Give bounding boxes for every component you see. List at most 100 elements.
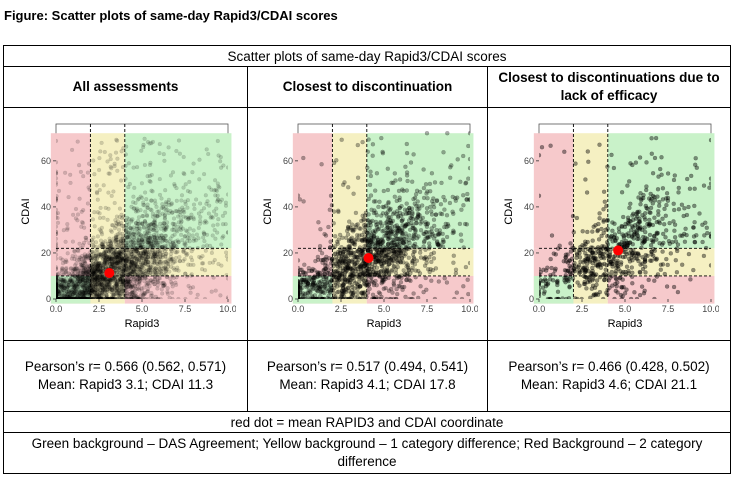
scatter-point: [118, 212, 124, 217]
scatter-point: [90, 296, 95, 299]
scatter-point: [74, 295, 80, 299]
scatter-point: [97, 296, 102, 299]
scatter-point: [55, 295, 58, 299]
scatter-point: [392, 170, 397, 176]
scatter-point: [108, 278, 113, 283]
scatter-point: [457, 221, 462, 226]
scatter-point: [91, 270, 96, 275]
scatter-point: [154, 223, 160, 229]
scatter-point: [197, 214, 202, 219]
scatter-point: [353, 210, 358, 215]
scatter-point: [384, 258, 389, 263]
scatter-point: [155, 254, 160, 259]
scatter-point: [132, 283, 137, 288]
scatter-point: [117, 259, 122, 264]
scatter-point: [116, 288, 121, 293]
scatter-point: [354, 294, 360, 299]
scatter-point: [168, 244, 173, 249]
scatter-point: [315, 219, 321, 225]
scatter-point: [398, 213, 403, 218]
scatter-point: [548, 143, 553, 148]
scatter-point: [568, 240, 573, 246]
scatter-point: [151, 242, 156, 247]
scatter-point: [130, 241, 136, 247]
scatter-point: [169, 256, 174, 261]
scatter-point: [74, 282, 79, 287]
scatter-point: [137, 253, 142, 258]
scatter-point: [66, 294, 71, 299]
scatter-point: [665, 170, 671, 176]
scatter-point: [118, 220, 123, 225]
scatter-point: [153, 256, 158, 261]
scatter-point: [141, 290, 146, 295]
scatter-point: [194, 231, 199, 237]
scatter-point: [55, 296, 58, 299]
scatter-point: [84, 286, 89, 291]
scatter-point: [73, 266, 79, 271]
scatter-point: [168, 254, 173, 259]
scatter-point: [55, 292, 59, 297]
scatter-point: [346, 258, 351, 263]
scatter-point: [341, 276, 347, 281]
scatter-point: [75, 268, 80, 273]
scatter-point: [65, 296, 70, 299]
scatter-point: [420, 289, 426, 294]
scatter-point: [96, 293, 101, 298]
scatter-point: [201, 171, 206, 176]
scatter-point: [80, 220, 85, 225]
scatter-point: [66, 296, 71, 299]
scatter-point: [419, 202, 424, 208]
scatter-point: [108, 238, 113, 244]
scatter-point: [399, 255, 404, 261]
scatter-point: [55, 296, 58, 299]
scatter-point: [56, 296, 61, 299]
scatter-point: [63, 259, 69, 264]
scatter-point: [408, 159, 413, 165]
scatter-point: [460, 153, 465, 158]
scatter-point: [81, 225, 86, 230]
scatter-point: [92, 278, 97, 283]
scatter-point: [344, 264, 350, 269]
scatter-point: [209, 250, 214, 255]
scatter-point: [672, 172, 678, 178]
scatter-point: [81, 285, 86, 290]
scatter-point: [157, 248, 162, 254]
scatter-point: [172, 280, 177, 285]
scatter-point: [162, 212, 167, 218]
scatter-point: [646, 277, 651, 282]
scatter-point: [62, 278, 67, 283]
scatter-point: [183, 181, 188, 186]
scatter-point: [109, 286, 114, 291]
scatter-point: [339, 291, 345, 297]
scatter-point: [369, 153, 375, 158]
scatter-point: [180, 248, 185, 253]
scatter-point: [178, 197, 183, 203]
scatter-point: [347, 250, 352, 256]
scatter-point: [154, 261, 159, 266]
scatter-point: [140, 250, 145, 255]
scatter-point: [149, 266, 154, 271]
scatter-point: [117, 205, 122, 211]
scatter-point: [157, 248, 162, 253]
scatter-point: [111, 250, 117, 256]
scatter-point: [146, 222, 151, 227]
scatter-point: [210, 232, 215, 238]
scatter-point: [410, 251, 415, 257]
scatter-point: [127, 279, 132, 284]
scatter-point: [153, 294, 158, 299]
scatter-point: [161, 259, 167, 264]
scatter-point: [398, 229, 403, 235]
scatter-point: [427, 181, 432, 186]
scatter-point: [114, 242, 119, 248]
scatter-point: [145, 259, 150, 264]
scatter-point: [196, 176, 201, 181]
scatter-point: [142, 230, 147, 235]
y-tick-label: 40: [282, 201, 292, 211]
scatter-point: [55, 285, 58, 290]
scatter-point: [144, 230, 149, 235]
scatter-point: [129, 259, 134, 265]
scatter-point: [109, 284, 114, 289]
scatter-point: [78, 296, 83, 299]
scatter-point: [335, 208, 340, 213]
scatter-point: [185, 234, 190, 240]
